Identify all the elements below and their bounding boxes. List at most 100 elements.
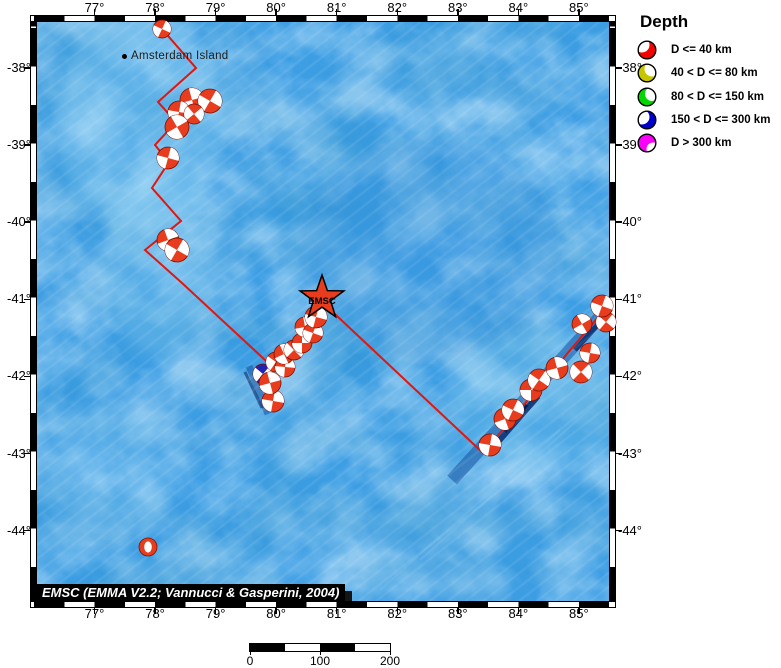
beachball <box>590 294 614 318</box>
beachball <box>527 368 551 392</box>
legend-item-label: 40 < D <= 80 km <box>671 67 758 79</box>
focal-mechanisms <box>138 19 617 557</box>
lat-tick-right <box>616 298 622 301</box>
beachball <box>571 313 593 335</box>
legend-item-label: D > 300 km <box>671 137 732 149</box>
lon-tick-bottom <box>457 608 459 614</box>
legend-item-label: 150 < D <= 300 km <box>671 114 771 126</box>
emsc-epicenter-star: EMSC <box>297 272 347 319</box>
beachball <box>138 537 158 557</box>
scale-bar <box>249 643 391 652</box>
legend-item: 150 < D <= 300 km <box>637 110 770 130</box>
lat-tick-right <box>616 144 622 146</box>
lon-tick-bottom <box>275 608 277 614</box>
lon-label-top: 85° <box>569 0 589 15</box>
lon-tick-bottom <box>578 608 580 614</box>
beachball <box>156 146 180 170</box>
lon-tick-top <box>517 9 520 15</box>
beachball <box>197 88 223 114</box>
lat-label-right: -43° <box>618 445 642 461</box>
beachball <box>304 305 328 329</box>
credit-bar: EMSC (EMMA V2.2; Vannucci & Gasperini, 2… <box>37 584 353 601</box>
lat-tick-right <box>616 375 622 378</box>
legend-item: 40 < D <= 80 km <box>637 63 758 83</box>
scale-tick <box>390 652 391 655</box>
beachball <box>478 433 502 457</box>
lon-label-top: 79° <box>205 0 226 15</box>
legend-item: 80 < D <= 150 km <box>637 87 764 107</box>
lon-tick-top <box>457 9 459 15</box>
lon-tick-top <box>396 9 398 15</box>
lon-label-top: 82° <box>387 0 408 15</box>
depth-ball-icon <box>637 87 657 107</box>
lon-tick-top <box>93 9 96 15</box>
beachball <box>164 114 190 140</box>
depth-ball-icon <box>637 63 657 83</box>
lat-tick-left <box>24 67 30 69</box>
map-frame-top <box>30 15 616 22</box>
lat-label-left: -40° <box>7 214 31 230</box>
lon-tick-bottom <box>517 608 520 614</box>
legend-item: D <= 40 km <box>637 40 732 60</box>
lat-tick-right <box>616 221 622 223</box>
beachball <box>501 398 525 422</box>
scale-label: 100 <box>309 654 331 668</box>
lat-tick-left <box>24 144 30 146</box>
lat-label-right: -38° <box>618 60 642 75</box>
map-frame-left <box>30 21 37 602</box>
island-dot <box>122 54 127 59</box>
depth-ball-icon <box>637 110 657 130</box>
lat-label-left: -39° <box>7 137 31 153</box>
lat-label-right: -41° <box>618 291 642 307</box>
lat-tick-right <box>616 67 622 69</box>
lon-label-top: 83° <box>447 0 468 15</box>
legend-item: D > 300 km <box>637 133 731 153</box>
legend-item-label: 80 < D <= 150 km <box>671 91 765 103</box>
lon-label-top: 80° <box>266 0 286 15</box>
lat-tick-right <box>616 529 622 532</box>
lat-tick-right <box>616 452 622 455</box>
lon-tick-bottom <box>396 608 398 614</box>
lon-tick-top <box>214 9 217 15</box>
lat-tick-left <box>24 375 30 378</box>
beachball <box>164 237 190 263</box>
lat-label-right: -42° <box>618 368 642 384</box>
lat-tick-left <box>24 529 30 532</box>
scale-label: 200 <box>379 654 401 668</box>
island-label: Amsterdam Island <box>131 50 229 62</box>
lon-tick-top <box>578 9 580 15</box>
lon-tick-top <box>335 9 338 15</box>
lat-label-right: -44° <box>618 522 642 538</box>
beachball <box>261 389 285 413</box>
lon-tick-top <box>275 9 277 15</box>
beachball <box>183 103 205 125</box>
lat-label-left: -44° <box>7 522 31 538</box>
lon-tick-bottom <box>335 608 338 614</box>
beachball <box>569 360 593 384</box>
depth-ball-icon <box>637 133 657 153</box>
lon-tick-bottom <box>93 608 96 614</box>
depth-ball-icon <box>637 40 657 60</box>
beachball <box>152 19 172 39</box>
lat-label-left: -38° <box>7 60 31 75</box>
map-frame-bottom <box>30 601 616 608</box>
legend-item-label: D <= 40 km <box>671 44 732 56</box>
star-label: EMSC <box>308 296 336 307</box>
lat-label-left: -43° <box>7 445 31 461</box>
beachball <box>545 356 569 380</box>
star-shape <box>297 272 347 319</box>
lat-label-left: -42° <box>7 368 31 384</box>
lon-tick-top <box>154 9 156 15</box>
lat-tick-left <box>24 221 30 223</box>
scale-label: 0 <box>246 654 254 668</box>
bathymetry <box>37 22 609 601</box>
legend-title: Depth <box>640 12 689 31</box>
lat-label-right: -39° <box>618 137 642 153</box>
lon-label-top: 77° <box>84 0 105 15</box>
beachball <box>579 342 601 364</box>
beachball <box>258 371 282 395</box>
lon-label-top: 84° <box>508 0 529 15</box>
lat-tick-left <box>24 298 30 301</box>
